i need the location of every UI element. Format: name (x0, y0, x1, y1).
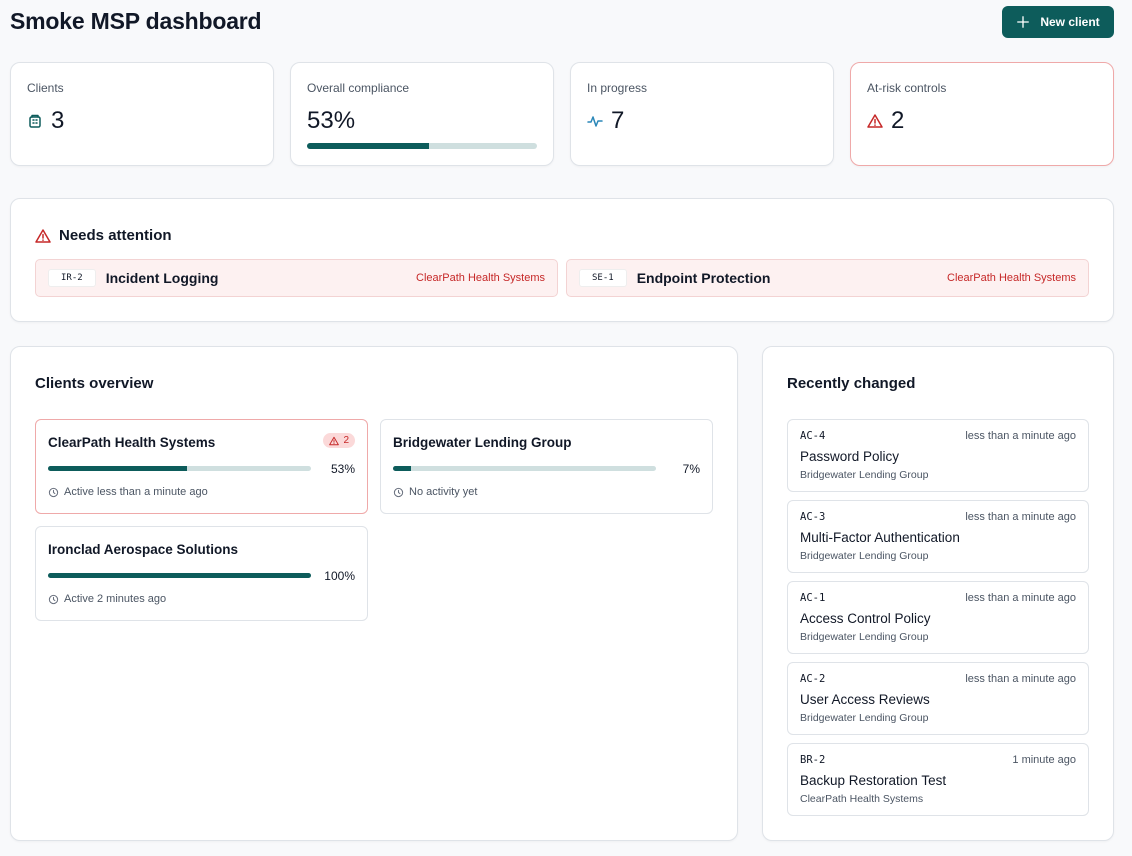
progress-label: 53% (330, 462, 355, 476)
changed-time: less than a minute ago (965, 430, 1076, 442)
stat-icon (587, 113, 603, 129)
stat-number: 7 (611, 107, 625, 134)
client-name: ClearPath Health Systems (947, 272, 1076, 284)
stat-label: Clients (27, 81, 64, 95)
clients-overview-card: Clients overview ClearPath Health Systems… (10, 346, 738, 841)
section-title: Recently changed (787, 375, 916, 392)
stat-card: In progress 7 (570, 62, 834, 166)
control-code: BR-2 (800, 754, 826, 766)
stat-value: 53% (307, 107, 355, 135)
client-card[interactable]: Ironclad Aerospace Solutions 100% Active 2… (35, 526, 368, 621)
changed-time: less than a minute ago (965, 511, 1076, 523)
progress-fill (393, 466, 412, 471)
client-name: Bridgewater Lending Group (393, 435, 572, 450)
stat-card: At-risk controls 2 (850, 62, 1114, 166)
risk-count: 2 (343, 435, 349, 446)
stat-card: Overall compliance 53% (290, 62, 554, 166)
client-card[interactable]: ClearPath Health Systems 2 53% Active less … (35, 419, 368, 514)
stat-number: 2 (891, 107, 905, 134)
control-code: SE-1 (579, 269, 627, 287)
clock-icon (48, 594, 59, 605)
stat-label: At-risk controls (867, 81, 947, 95)
recent-card: Recently changed AC-4 less than a minute a… (762, 346, 1114, 841)
stat-value: 2 (867, 107, 904, 135)
progress-label: 7% (682, 462, 700, 476)
warning-icon (329, 436, 340, 446)
attention-heading: Needs attention (59, 227, 172, 244)
client-name: ClearPath Health Systems (48, 435, 216, 450)
page-title: Smoke MSP dashboard (10, 8, 262, 34)
stat-card: Clients 3 (10, 62, 274, 166)
client-name: ClearPath Health Systems (800, 793, 924, 805)
client-name: ClearPath Health Systems (416, 272, 545, 284)
progress-track (393, 466, 656, 471)
recent-item[interactable]: AC-2 less than a minute ago User Access Re… (787, 662, 1089, 735)
progress-track (307, 143, 537, 149)
control-name: Password Policy (800, 449, 900, 464)
clock-icon (48, 487, 59, 498)
stat-value: 7 (587, 107, 624, 135)
progress-fill (307, 143, 429, 149)
stat-number: 3 (51, 107, 65, 134)
risk-badge: 2 (323, 433, 355, 448)
changed-time: less than a minute ago (965, 592, 1076, 604)
activity: Active 2 minutes ago (48, 593, 166, 605)
client-name: Bridgewater Lending Group (800, 631, 929, 643)
changed-time: less than a minute ago (965, 673, 1076, 685)
progress-fill (48, 466, 188, 471)
progress-label: 100% (324, 569, 355, 583)
control-name: Access Control Policy (800, 611, 931, 626)
activity-text: Active 2 minutes ago (64, 593, 167, 605)
stat-label: Overall compliance (307, 81, 410, 95)
progress-track (48, 466, 311, 471)
control-code: AC-3 (800, 511, 826, 523)
stat-number: 53% (307, 107, 356, 134)
changed-time: 1 minute ago (1012, 754, 1076, 766)
activity-text: No activity yet (409, 486, 478, 498)
stat-value: 3 (27, 107, 64, 135)
stat-icon (27, 113, 43, 129)
control-code: AC-2 (800, 673, 826, 685)
attention-item[interactable]: SE-1 Endpoint Protection ClearPath Health … (566, 259, 1089, 297)
section-title: Clients overview (35, 375, 154, 392)
control-code: IR-2 (48, 269, 96, 287)
control-name: Incident Logging (105, 270, 219, 286)
warning-icon (35, 228, 51, 244)
activity: Active less than a minute ago (48, 486, 208, 498)
control-name: Backup Restoration Test (800, 773, 947, 788)
plus-icon (1016, 15, 1030, 29)
stat-icon (867, 113, 883, 129)
control-name: Endpoint Protection (636, 270, 771, 286)
recent-item[interactable]: AC-1 less than a minute ago Access Control… (787, 581, 1089, 654)
control-name: Multi-Factor Authentication (800, 530, 960, 545)
attention-item[interactable]: IR-2 Incident Logging ClearPath Health Sys… (35, 259, 558, 297)
client-name: Bridgewater Lending Group (800, 469, 929, 481)
clock-icon (393, 487, 404, 498)
progress-fill (48, 573, 311, 578)
button-label: New client (1040, 15, 1100, 29)
new-client-button[interactable]: New client (1002, 6, 1114, 38)
control-code: AC-4 (800, 430, 826, 442)
recent-item[interactable]: AC-4 less than a minute ago Password Polic… (787, 419, 1089, 492)
client-name: Bridgewater Lending Group (800, 712, 929, 724)
recent-item[interactable]: BR-2 1 minute ago Backup Restoration Test C… (787, 743, 1089, 816)
activity-text: Active less than a minute ago (64, 486, 208, 498)
control-name: User Access Reviews (800, 692, 930, 707)
attention-title: Needs attention (35, 227, 172, 244)
client-name: Bridgewater Lending Group (800, 550, 929, 562)
stat-label: In progress (587, 81, 648, 95)
activity: No activity yet (393, 486, 477, 498)
attention-card: Needs attention IR-2 Incident Logging Clear… (10, 198, 1114, 322)
client-name: Ironclad Aerospace Solutions (48, 542, 239, 557)
recent-item[interactable]: AC-3 less than a minute ago Multi-Factor A… (787, 500, 1089, 573)
client-card[interactable]: Bridgewater Lending Group 7% No activity y… (380, 419, 713, 514)
progress-track (48, 573, 311, 578)
control-code: AC-1 (800, 592, 826, 604)
